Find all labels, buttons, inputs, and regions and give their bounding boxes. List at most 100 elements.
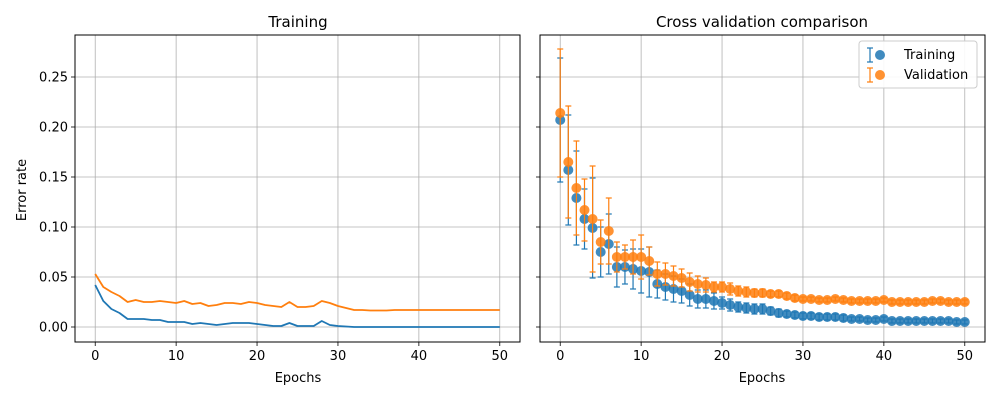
validation-data-point — [911, 297, 922, 307]
training-data-point — [846, 314, 857, 324]
validation-data-point — [919, 297, 930, 307]
axes-frame — [74, 34, 521, 343]
validation-data-point — [943, 297, 954, 307]
validation-data-point — [789, 293, 800, 303]
validation-data-point — [684, 277, 695, 287]
validation-data-point — [571, 183, 582, 193]
validation-data-point — [895, 297, 906, 307]
validation-data-point — [886, 297, 897, 307]
validation-data-point — [765, 289, 776, 299]
training-data-point — [757, 304, 768, 314]
x-tick-label: 0 — [556, 349, 564, 364]
grid-lines — [540, 35, 985, 342]
validation-data-point — [854, 296, 865, 306]
validation-data-point — [628, 252, 639, 262]
x-tick-label: 50 — [956, 349, 973, 364]
validation-data-point — [870, 296, 881, 306]
validation-data-point — [838, 295, 849, 305]
legend-label-validation: Validation — [904, 68, 968, 83]
training-data-point — [886, 316, 897, 326]
x-tick-label: 10 — [168, 349, 185, 364]
validation-data-point — [814, 295, 825, 305]
validation-data-point — [741, 287, 752, 297]
validation-data-point — [725, 284, 736, 294]
validation-data-point — [806, 294, 817, 304]
validation-data-point — [579, 205, 590, 215]
validation-data-point — [660, 269, 671, 279]
validation-data-point — [692, 279, 703, 289]
training-data-point — [878, 314, 889, 324]
y-tick-label: 0.20 — [39, 121, 68, 136]
validation-data-point — [668, 271, 679, 281]
training-data-point — [927, 316, 938, 326]
validation-data-point — [611, 252, 622, 262]
validation-data-point — [652, 269, 663, 279]
training-data-point — [814, 312, 825, 322]
validation-data-point — [862, 296, 873, 306]
training-data-point — [725, 300, 736, 310]
legend-label-training: Training — [903, 48, 955, 63]
x-axis-label: Epochs — [275, 371, 322, 386]
validation-data-point — [935, 296, 946, 306]
training-data-point — [870, 315, 881, 325]
training-data-point — [935, 316, 946, 326]
x-tick-label: 50 — [491, 349, 508, 364]
training-data-point — [797, 311, 808, 321]
panel-title: Cross validation comparison — [656, 13, 868, 31]
validation-data-point — [636, 252, 647, 262]
training-data-point — [895, 316, 906, 326]
training-data-point — [951, 317, 962, 327]
training-data-point — [943, 316, 954, 326]
panel-title: Training — [267, 13, 327, 31]
training-data-point — [919, 316, 930, 326]
training-data-point — [854, 314, 865, 324]
training-data-point — [765, 306, 776, 316]
training-data-point — [676, 286, 687, 296]
validation-data-point — [708, 282, 719, 292]
validation-data-point — [797, 294, 808, 304]
validation-data-point — [749, 288, 760, 298]
x-tick-label: 40 — [411, 349, 428, 364]
validation-data-point — [830, 294, 841, 304]
y-tick-label: 0.25 — [39, 71, 68, 86]
validation-data-point — [878, 295, 889, 305]
legend: Training Validation — [858, 40, 978, 89]
training-data-point — [717, 298, 728, 308]
training-data-point — [862, 315, 873, 325]
validation-data-point — [717, 282, 728, 292]
training-data-point — [700, 294, 711, 304]
validation-data-point — [619, 252, 630, 262]
x-tick-label: 40 — [876, 349, 893, 364]
x-axis-label: Epochs — [739, 371, 786, 386]
training-data-point — [773, 308, 784, 318]
y-axis-label: Error rate — [15, 159, 30, 221]
training-data-point — [959, 317, 970, 327]
legend-marker-training — [867, 47, 885, 63]
y-tick-label: 0.10 — [39, 221, 68, 236]
validation-data-point — [595, 237, 606, 247]
validation-data-point — [951, 297, 962, 307]
training-data-point — [822, 312, 833, 322]
plot-area — [94, 273, 500, 328]
training-data-point — [830, 312, 841, 322]
validation-data-point — [587, 214, 598, 224]
training-data-point — [789, 310, 800, 320]
validation-data-point — [555, 108, 566, 118]
validation-data-point — [603, 226, 614, 236]
validation-data-point — [846, 296, 857, 306]
tick-marks: 0 10 20 30 40 50 — [536, 76, 973, 364]
training-data-point — [741, 303, 752, 313]
legend-box — [858, 40, 978, 89]
training-data-point — [708, 296, 719, 306]
training-data-point — [911, 316, 922, 326]
training-panel: 0 10 20 30 40 50 0.00 0.05 0.10 0.15 0.20 0.25 Trai… — [15, 13, 521, 386]
tick-marks: 0 10 20 30 40 50 0.00 0.05 0.10 0.15 0.20 0.25 — [39, 71, 508, 365]
y-tick-label: 0.05 — [39, 271, 68, 286]
x-tick-label: 20 — [249, 349, 266, 364]
validation-data-point — [700, 280, 711, 290]
training-data-point — [903, 316, 914, 326]
validation-data-point — [676, 273, 687, 283]
validation-data-point — [644, 256, 655, 266]
legend-marker-validation — [867, 67, 885, 83]
